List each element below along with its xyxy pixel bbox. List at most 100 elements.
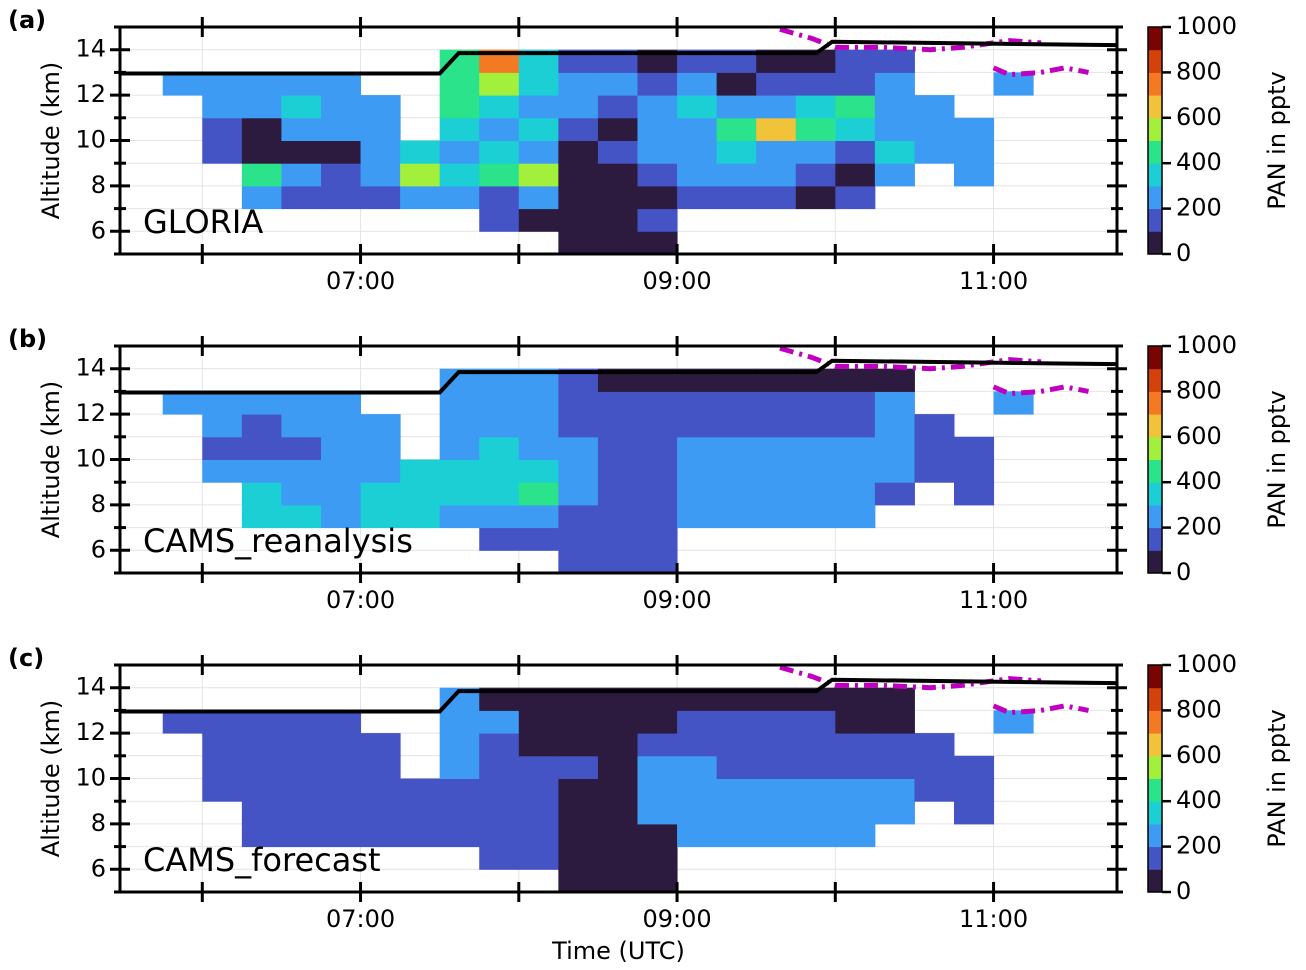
heatmap-cell — [597, 755, 638, 779]
heatmap-cell — [637, 733, 678, 757]
heatmap-cell — [716, 368, 757, 392]
heatmap-cell — [795, 687, 836, 711]
heatmap-cell — [241, 414, 282, 438]
heatmap-cell — [320, 95, 362, 119]
heatmap-cell — [202, 95, 243, 119]
heatmap-cell — [320, 823, 362, 848]
heatmap-cell — [360, 414, 401, 438]
heatmap-cell — [479, 368, 520, 392]
heatmap-cell — [162, 72, 203, 96]
heatmap-cell — [320, 185, 362, 210]
heatmap-cell — [479, 414, 520, 438]
flight-altitude-line — [120, 358, 1117, 395]
heatmap-cell — [518, 117, 559, 141]
x-tick-label: 11:00 — [959, 905, 1028, 933]
heatmap-cell — [677, 414, 718, 438]
heatmap-cell — [637, 778, 678, 802]
colorbar-segment — [1148, 459, 1162, 483]
heatmap-cell — [953, 163, 995, 187]
heatmap-cell — [400, 504, 441, 529]
tropopause-line — [779, 346, 1089, 397]
heatmap-cell — [400, 140, 441, 164]
heatmap-cell — [874, 687, 915, 711]
heatmap-cell — [756, 687, 797, 711]
heatmap-cell — [360, 482, 401, 506]
colorbar-tick-label: 200 — [1176, 513, 1222, 541]
heatmap-cell — [637, 163, 678, 187]
heatmap-cell — [518, 710, 559, 734]
panel-label: (c) — [8, 644, 44, 672]
heatmap-cell — [241, 710, 282, 734]
heatmap-cell — [677, 459, 718, 483]
heatmap-cell — [677, 72, 718, 96]
heatmap-cell — [439, 185, 480, 210]
y-tick-label: 14 — [75, 354, 106, 382]
heatmap-cell — [439, 504, 480, 529]
heatmap-cell — [756, 185, 797, 210]
heatmap-cell — [835, 687, 876, 711]
heatmap-cell — [597, 208, 638, 232]
heatmap-cell — [953, 482, 995, 506]
y-tick-label: 6 — [91, 535, 106, 563]
colorbar-segment — [1148, 368, 1162, 392]
colorbar-segment — [1148, 846, 1162, 870]
heatmap-cell — [518, 140, 559, 164]
panel-annotation: CAMS_forecast — [143, 841, 381, 879]
heatmap-cell — [716, 49, 757, 73]
heatmap-cell — [202, 733, 243, 757]
heatmap-cell — [241, 482, 282, 506]
heatmap-cell — [795, 368, 836, 392]
heatmap-cell — [716, 163, 757, 187]
colorbar-tick-label: 0 — [1176, 239, 1191, 267]
heatmap-cell — [914, 414, 955, 438]
heatmap-cell — [281, 436, 322, 460]
heatmap-cell — [597, 368, 638, 392]
heatmap-cell — [518, 95, 559, 119]
colorbar-segment — [1148, 755, 1162, 779]
heatmap-cell — [637, 208, 678, 232]
heatmap-cell — [518, 823, 559, 848]
heatmap-cell — [479, 710, 520, 734]
y-tick-label: 12 — [75, 399, 106, 427]
heatmap-cell — [320, 72, 362, 96]
heatmap-cell — [281, 95, 322, 119]
heatmap-cell — [202, 755, 243, 779]
heatmap-cell — [241, 801, 282, 825]
heatmap-cell — [716, 117, 757, 141]
heatmap-cell — [716, 391, 757, 415]
heatmap-cell — [479, 733, 520, 757]
heatmap-cell — [716, 504, 757, 529]
heatmap-cell — [479, 72, 520, 96]
heatmap-cell — [241, 778, 282, 802]
heatmap-cell — [439, 117, 480, 141]
heatmap-cell — [281, 482, 322, 506]
heatmap-cell — [558, 846, 599, 870]
colorbar-segment — [1148, 414, 1162, 438]
heatmap-cell — [637, 687, 678, 711]
heatmap-cell — [320, 436, 362, 460]
x-tick-label: 07:00 — [326, 905, 395, 933]
heatmap-cell — [874, 801, 915, 825]
heatmap-cell — [202, 414, 243, 438]
heatmap-cell — [400, 185, 441, 210]
heatmap-cell — [281, 391, 322, 415]
y-tick-label: 10 — [75, 126, 106, 154]
flight-altitude-line — [120, 39, 1117, 76]
heatmap-cell — [360, 185, 401, 210]
heatmap-cell — [953, 117, 995, 141]
heatmap-cell — [795, 482, 836, 506]
colorbar-segment — [1148, 482, 1162, 506]
heatmap-cell — [677, 117, 718, 141]
heatmap-cell — [281, 733, 322, 757]
heatmap-cell — [479, 140, 520, 164]
colorbar-segment — [1148, 185, 1162, 210]
heatmap-cell — [795, 414, 836, 438]
heatmap-cell — [637, 710, 678, 734]
colorbar-segment — [1148, 117, 1162, 141]
heatmap-cell — [360, 504, 401, 529]
heatmap-cell — [716, 414, 757, 438]
heatmap-cell — [479, 95, 520, 119]
heatmap-cell — [558, 504, 599, 529]
colorbar-segment — [1148, 733, 1162, 757]
